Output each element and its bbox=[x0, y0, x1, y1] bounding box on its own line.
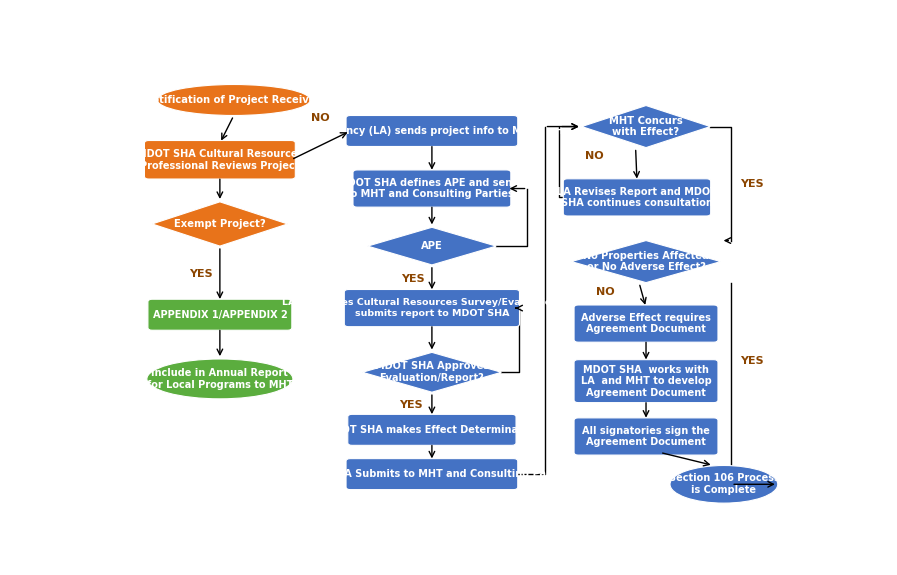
Text: Exempt Project?: Exempt Project? bbox=[174, 219, 266, 229]
Polygon shape bbox=[362, 352, 501, 392]
Text: Section 106 Process
is Complete: Section 106 Process is Complete bbox=[668, 473, 779, 495]
Text: NO: NO bbox=[585, 151, 603, 162]
Text: Adverse Effect requires
Agreement Document: Adverse Effect requires Agreement Docume… bbox=[581, 313, 711, 335]
FancyBboxPatch shape bbox=[574, 418, 718, 455]
Text: No Properties Affected
or No Adverse Effect?: No Properties Affected or No Adverse Eff… bbox=[583, 251, 709, 273]
Text: MHT Concurs
with Effect?: MHT Concurs with Effect? bbox=[609, 116, 683, 137]
Text: MDOT SHA defines APE and sends
to MHT and Consulting Parties*: MDOT SHA defines APE and sends to MHT an… bbox=[338, 178, 526, 200]
Text: YES: YES bbox=[188, 269, 213, 279]
Text: Local Agency (LA) sends project info to MDOT SHA: Local Agency (LA) sends project info to … bbox=[293, 126, 570, 136]
Text: YES: YES bbox=[401, 274, 424, 283]
Text: LA Revises Report and MDOT
SHA continues consultation: LA Revises Report and MDOT SHA continues… bbox=[557, 187, 717, 208]
Text: Include in Annual Report
for Local Programs to MHT: Include in Annual Report for Local Progr… bbox=[147, 368, 293, 390]
Polygon shape bbox=[582, 106, 710, 148]
Text: NO: NO bbox=[311, 113, 330, 122]
Polygon shape bbox=[368, 227, 496, 265]
Text: MDOT SHA Cultural Resources
Professional Reviews Project: MDOT SHA Cultural Resources Professional… bbox=[136, 149, 303, 171]
Ellipse shape bbox=[670, 466, 778, 503]
Text: MDOT SHA makes Effect Determination: MDOT SHA makes Effect Determination bbox=[324, 425, 540, 435]
FancyBboxPatch shape bbox=[563, 179, 710, 216]
Polygon shape bbox=[571, 240, 721, 283]
FancyBboxPatch shape bbox=[346, 116, 518, 147]
Text: MDOT SHA Submits to MHT and Consulting Parties: MDOT SHA Submits to MHT and Consulting P… bbox=[292, 469, 571, 479]
Text: APE: APE bbox=[421, 241, 443, 251]
Text: MDOT SHA Approves
Evaluation/Report?: MDOT SHA Approves Evaluation/Report? bbox=[375, 362, 489, 383]
Text: Notification of Project Received: Notification of Project Received bbox=[144, 95, 323, 105]
Text: All signatories sign the
Agreement Document: All signatories sign the Agreement Docum… bbox=[582, 426, 710, 447]
Text: LA completes Cultural Resources Survey/Evaluation and
submits report to MDOT SHA: LA completes Cultural Resources Survey/E… bbox=[283, 298, 581, 318]
FancyBboxPatch shape bbox=[346, 459, 518, 490]
Polygon shape bbox=[152, 202, 288, 246]
FancyBboxPatch shape bbox=[344, 289, 519, 327]
FancyBboxPatch shape bbox=[574, 305, 718, 342]
Ellipse shape bbox=[147, 359, 292, 399]
Text: NO: NO bbox=[597, 288, 615, 297]
Text: YES: YES bbox=[399, 400, 422, 409]
Text: APPENDIX 1/APPENDIX 2: APPENDIX 1/APPENDIX 2 bbox=[152, 310, 287, 320]
Text: YES: YES bbox=[740, 356, 764, 366]
FancyBboxPatch shape bbox=[148, 299, 292, 330]
FancyBboxPatch shape bbox=[353, 170, 510, 207]
FancyBboxPatch shape bbox=[144, 140, 295, 179]
Text: MDOT SHA  works with
LA  and MHT to develop
Agreement Document: MDOT SHA works with LA and MHT to develo… bbox=[580, 365, 711, 398]
FancyBboxPatch shape bbox=[348, 415, 516, 445]
FancyBboxPatch shape bbox=[574, 360, 718, 402]
Text: YES: YES bbox=[740, 179, 764, 189]
Ellipse shape bbox=[157, 85, 310, 116]
